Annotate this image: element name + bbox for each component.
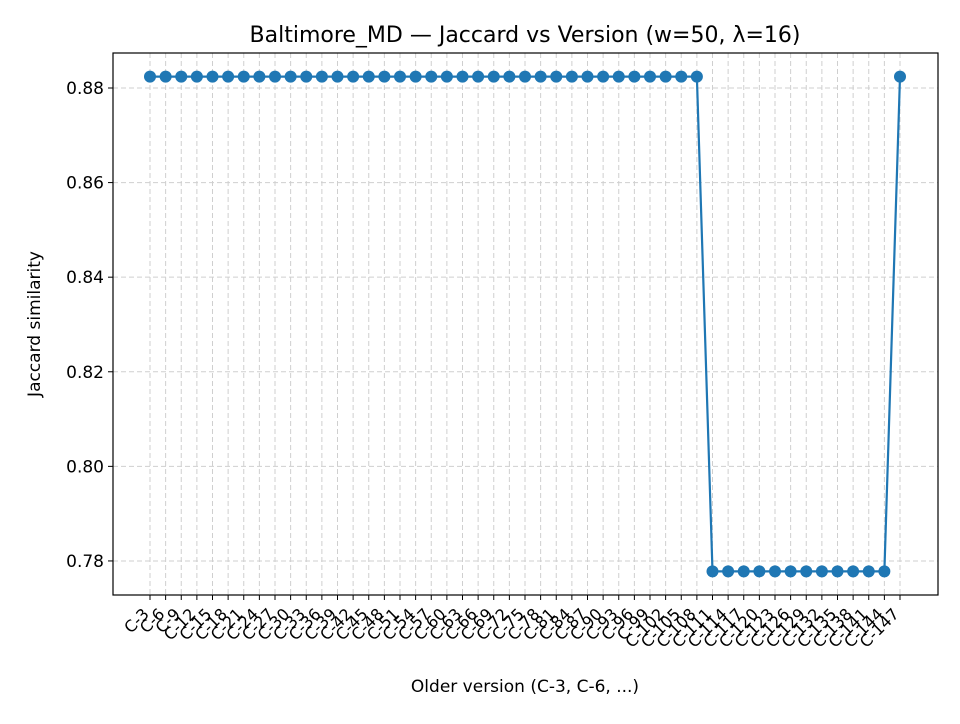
data-point [862,565,875,578]
data-point [597,70,610,83]
y-tick-label: 0.78 [66,552,104,572]
y-tick-label: 0.86 [66,174,104,194]
data-point [737,565,750,578]
plot-frame [112,52,939,596]
data-point [690,70,703,83]
data-point [409,70,422,83]
data-point [175,70,188,83]
data-point [534,70,547,83]
data-point [237,70,250,83]
data-point [878,565,891,578]
y-tick-label: 0.82 [66,363,104,383]
data-point [284,70,297,83]
data-point [253,70,266,83]
data-point [722,565,735,578]
data-point [440,70,453,83]
data-point [300,70,313,83]
x-axis-label: Older version (C-3, C-6, ...) [411,677,639,697]
data-point [472,70,485,83]
data-point [644,70,656,83]
chart-title: Baltimore_MD — Jaccard vs Version (w=50,… [250,23,801,48]
data-point [659,70,672,83]
data-point [628,70,641,83]
y-tick-label: 0.84 [66,268,104,288]
data-point [503,70,516,83]
data-point [206,70,219,83]
data-point [753,565,766,578]
data-point [784,565,797,578]
data-point [519,70,531,83]
series-layer [144,70,906,578]
data-point [222,70,235,83]
data-point [456,70,469,83]
y-tick-label: 0.80 [66,457,104,477]
data-point [331,70,344,83]
data-point [269,70,281,83]
data-point [378,70,391,83]
data-point [425,70,438,83]
data-point [315,70,328,83]
data-point [159,70,172,83]
data-point [815,565,828,578]
data-point [800,565,813,578]
axis-layer: C-3C-6C-9C-12C-15C-18C-21C-24C-27C-30C-3… [66,79,903,651]
data-point [190,70,203,83]
data-point [394,70,406,83]
data-point [565,70,578,83]
data-point [612,70,625,83]
data-point [847,565,860,578]
y-axis-label: Jaccard similarity [25,251,45,398]
grid-layer [113,53,938,595]
data-point [706,565,719,578]
data-point [831,565,844,578]
data-point [347,70,360,83]
data-point [894,70,906,83]
data-point [675,70,688,83]
y-tick-label: 0.88 [66,79,104,99]
data-point [362,70,375,83]
data-point [487,70,500,83]
data-point [769,565,781,578]
data-point [581,70,594,83]
data-point [550,70,563,83]
data-point [144,70,156,83]
